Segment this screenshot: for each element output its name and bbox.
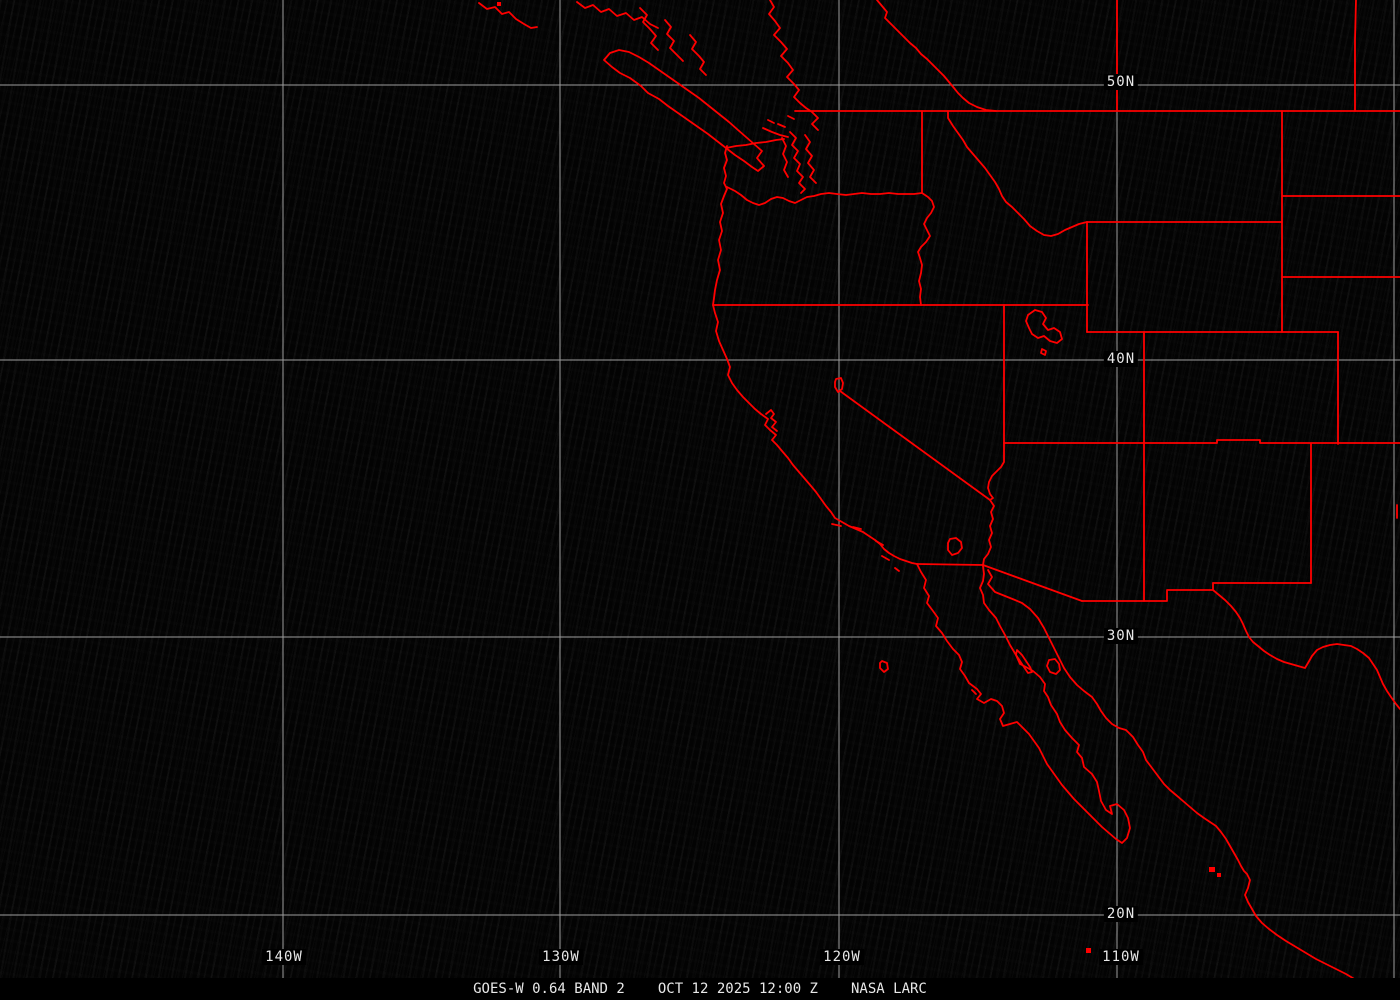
longitude-label-130w: 130W: [539, 949, 583, 965]
coastline-us-west: [712, 145, 918, 565]
island-dots-layer: [497, 2, 1221, 953]
border-newmexico-bootheel: [1081, 589, 1213, 602]
haida-islet-dot: [497, 2, 501, 6]
longitude-label-110w: 110W: [1099, 949, 1143, 965]
map-outlines-layer: [478, 0, 1400, 992]
islas-coronado: [894, 567, 900, 572]
isla-angel-de-la-guarda: [1015, 649, 1033, 674]
channel-island-catalina: [875, 540, 884, 546]
isla-guadalupe: [879, 660, 889, 673]
coastline-haida-gwaii: [478, 2, 538, 29]
latitude-label-50n: 50N: [1103, 74, 1139, 90]
latitude-label-40n: 40N: [1103, 351, 1139, 367]
lake-tahoe: [834, 377, 844, 393]
gulf-island-2: [777, 123, 786, 128]
puget-sound-east-channel: [804, 134, 817, 184]
san-francisco-bay: [765, 409, 778, 432]
strait-juan-de-fuca-north-shore: [762, 127, 789, 138]
longitude-label-120w: 120W: [820, 949, 864, 965]
coastline-bc-inlet-3: [689, 34, 707, 76]
border-rio-grande: [1212, 582, 1400, 710]
channel-island-santa-cruz: [852, 526, 862, 530]
border-saskatchewan-manitoba: [1354, 0, 1357, 112]
isla-cedros: [971, 689, 977, 695]
coastline-bc-inlet-1: [639, 7, 659, 51]
puget-sound-main: [789, 131, 806, 194]
gulf-island-3: [787, 115, 795, 120]
border-us-mexico-california: [916, 563, 984, 566]
border-us-mexico-arizona-diagonal: [982, 564, 1083, 602]
coastline-mexico-mainland: [987, 569, 1375, 992]
great-salt-lake: [1025, 309, 1063, 344]
border-oregon-idaho-snake-river: [917, 192, 935, 306]
border-washington-oregon-columbia-river: [726, 186, 923, 206]
border-bc-alberta: [876, 0, 997, 112]
caption-credit: NASA LARC: [851, 981, 927, 997]
border-colorado-river: [982, 442, 1005, 566]
channel-island-san-clemente: [881, 555, 890, 561]
utah-lake: [1040, 348, 1047, 356]
hood-canal: [781, 137, 789, 178]
latitude-label-20n: 20N: [1103, 906, 1139, 922]
strait-juan-de-fuca-south-shore: [725, 138, 785, 149]
salton-sea: [947, 537, 963, 556]
border-idaho-montana-bitterroot: [947, 110, 1088, 237]
border-california-nevada-diagonal: [839, 390, 991, 501]
border-37n: [1003, 439, 1400, 444]
channel-island-san-miguel: [831, 523, 842, 527]
latitude-label-30n: 30N: [1103, 628, 1139, 644]
caption-datetime: OCT 12 2025 12:00 Z: [657, 981, 818, 997]
isla-socorro-dot: [1086, 948, 1091, 953]
coastline-bc-inlet-2: [664, 19, 684, 62]
baja-california-peninsula: [916, 563, 1131, 844]
gulf-island-1: [767, 119, 775, 124]
caption-bar: GOES-W 0.64 BAND 2 OCT 12 2025 12:00 Z N…: [0, 978, 1400, 1000]
caption-instrument: GOES-W 0.64 BAND 2: [473, 981, 625, 997]
longitude-label-140w: 140W: [262, 949, 306, 965]
coastline-bc-mainland: [768, 0, 819, 131]
isla-tiburon: [1046, 658, 1061, 675]
vancouver-island: [603, 49, 765, 172]
islas-marias-dot-2: [1217, 873, 1221, 877]
islas-marias-dot: [1209, 867, 1215, 872]
